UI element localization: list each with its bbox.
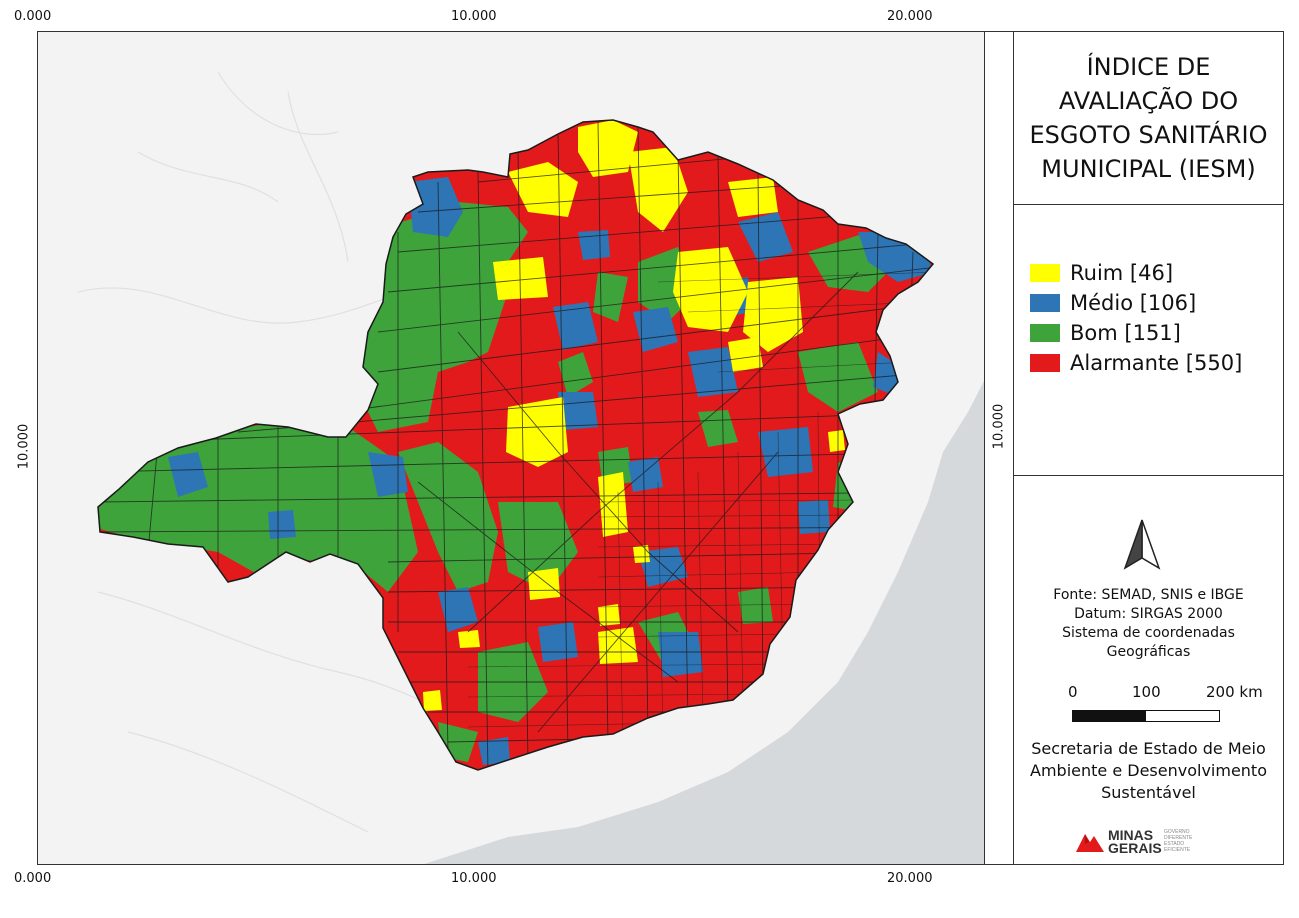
swatch-medio <box>1030 294 1060 312</box>
legend-item-medio: Médio [106] <box>1030 291 1196 315</box>
swatch-alarmante <box>1030 354 1060 372</box>
source-line-2: Datum: SIRGAS 2000 <box>1074 606 1223 622</box>
ocean <box>424 380 984 864</box>
agency-line-2: Ambiente e Desenvolvimento <box>1030 761 1267 780</box>
minas-gerais-logo: MINAS GERAIS GOVERNO DIFERENTE ESTADO EF… <box>1076 828 1246 856</box>
source-line-1: Fonte: SEMAD, SNIS e IBGE <box>1053 587 1244 603</box>
logo-tagline-1: GOVERNO <box>1164 829 1190 835</box>
x-tick-top-2: 20.000 <box>887 9 933 24</box>
north-arrow-icon <box>1123 519 1161 570</box>
title-box: ÍNDICE DE AVALIAÇÃO DO ESGOTO SANITÁRIO … <box>1014 32 1283 205</box>
scale-label-100: 100 <box>1132 683 1161 701</box>
logo-tagline-4: EFICIENTE <box>1164 847 1191 853</box>
source-line-3: Sistema de coordenadas <box>1062 625 1235 641</box>
x-tick-bottom-1: 10.000 <box>451 871 497 886</box>
logo-line-2: GERAIS <box>1108 840 1162 856</box>
y-tick-left: 10.000 <box>16 423 32 470</box>
ruim-regions <box>423 120 845 711</box>
logo-tagline: GOVERNO DIFERENTE ESTADO EFICIENTE <box>1164 829 1192 853</box>
x-tick-top-1: 10.000 <box>451 9 497 24</box>
legend-label-alarmante: Alarmante [550] <box>1070 351 1243 375</box>
legend-panel: ÍNDICE DE AVALIAÇÃO DO ESGOTO SANITÁRIO … <box>1013 31 1284 865</box>
frame-gap <box>985 31 1013 865</box>
x-tick-bottom-0: 0.000 <box>14 871 52 886</box>
legend-item-alarmante: Alarmante [550] <box>1030 351 1242 375</box>
info-box: Fonte: SEMAD, SNIS e IBGE Datum: SIRGAS … <box>1014 476 1283 864</box>
source-line-4: Geográficas <box>1106 644 1191 660</box>
legend-label-ruim: Ruim [46] <box>1070 261 1174 285</box>
agency-line-1: Secretaria de Estado de Meio <box>1031 739 1266 758</box>
legend-item-bom: Bom [151] <box>1030 321 1181 345</box>
map-svg <box>38 32 984 864</box>
x-tick-top-0: 0.000 <box>14 9 52 24</box>
legend-label-medio: Médio [106] <box>1070 291 1197 315</box>
state-outline <box>97 119 935 771</box>
scale-bar <box>1072 710 1220 722</box>
map-frame[interactable] <box>37 31 985 865</box>
logo-mountain-icon <box>1076 834 1104 852</box>
legend-item-ruim: Ruim [46] <box>1030 261 1173 285</box>
logo-tagline-2: DIFERENTE <box>1164 835 1193 841</box>
legend-box: Ruim [46] Médio [106] Bom [151] Alarmant… <box>1014 205 1283 476</box>
swatch-ruim <box>1030 264 1060 282</box>
scale-label-0: 0 <box>1068 683 1078 701</box>
scale-bar-filled <box>1073 711 1146 721</box>
legend-label-bom: Bom [151] <box>1070 321 1181 345</box>
logo-tagline-3: ESTADO <box>1164 841 1185 847</box>
agency-line-3: Sustentável <box>1101 783 1196 802</box>
swatch-bom <box>1030 324 1060 342</box>
logo-line-1: MINAS <box>1108 827 1154 843</box>
map-title: ÍNDICE DE AVALIAÇÃO DO ESGOTO SANITÁRIO … <box>1029 53 1268 183</box>
scale-label-200: 200 km <box>1206 683 1263 701</box>
x-tick-bottom-2: 20.000 <box>887 871 933 886</box>
